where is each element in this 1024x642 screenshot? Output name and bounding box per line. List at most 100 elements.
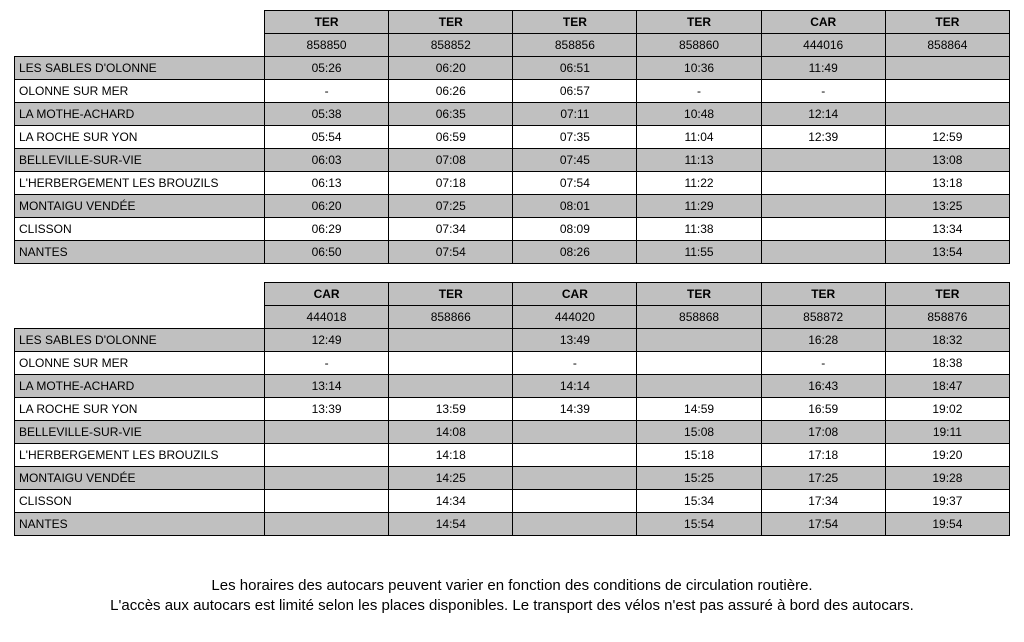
time-cell — [761, 195, 885, 218]
table-row: BELLEVILLE-SUR-VIE06:0307:0807:4511:1313… — [15, 149, 1010, 172]
time-cell — [513, 421, 637, 444]
station-name: CLISSON — [15, 218, 265, 241]
time-cell: 05:26 — [265, 57, 389, 80]
station-name: NANTES — [15, 513, 265, 536]
time-cell: 19:11 — [885, 421, 1009, 444]
time-cell: - — [761, 352, 885, 375]
time-cell — [389, 329, 513, 352]
time-cell: 17:34 — [761, 490, 885, 513]
time-cell: 14:18 — [389, 444, 513, 467]
train-number: 444018 — [265, 306, 389, 329]
station-name: CLISSON — [15, 490, 265, 513]
time-cell: 19:54 — [885, 513, 1009, 536]
station-name: LA ROCHE SUR YON — [15, 126, 265, 149]
time-cell — [637, 329, 761, 352]
time-cell — [265, 421, 389, 444]
time-cell — [265, 513, 389, 536]
time-cell — [265, 467, 389, 490]
table-row: MONTAIGU VENDÉE06:2007:2508:0111:2913:25 — [15, 195, 1010, 218]
time-cell: 12:59 — [885, 126, 1009, 149]
time-cell: 06:26 — [389, 80, 513, 103]
train-type: TER — [637, 11, 761, 34]
table-row: NANTES06:5007:5408:2611:5513:54 — [15, 241, 1010, 264]
time-cell: 07:11 — [513, 103, 637, 126]
time-cell: 05:38 — [265, 103, 389, 126]
table-row: OLONNE SUR MER---18:38 — [15, 352, 1010, 375]
table-row: L'HERBERGEMENT LES BROUZILS14:1815:1817:… — [15, 444, 1010, 467]
time-cell — [637, 352, 761, 375]
station-name: LES SABLES D'OLONNE — [15, 57, 265, 80]
time-cell: 13:08 — [885, 149, 1009, 172]
timetable-1: CARTERCARTERTERTER4440188588664440208588… — [14, 282, 1010, 536]
footnote: Les horaires des autocars peuvent varier… — [14, 576, 1010, 617]
time-cell: 07:45 — [513, 149, 637, 172]
timetable-0: TERTERTERTERCARTER8588508588528588568588… — [14, 10, 1010, 264]
time-cell: 16:43 — [761, 375, 885, 398]
time-cell: 13:25 — [885, 195, 1009, 218]
train-type: CAR — [761, 11, 885, 34]
footnote-line2: L'accès aux autocars est limité selon le… — [110, 597, 914, 614]
station-name: LA MOTHE-ACHARD — [15, 103, 265, 126]
train-type: CAR — [265, 283, 389, 306]
time-cell: 10:48 — [637, 103, 761, 126]
time-cell: 16:59 — [761, 398, 885, 421]
time-cell: 15:34 — [637, 490, 761, 513]
train-number: 858860 — [637, 34, 761, 57]
train-type: TER — [513, 11, 637, 34]
train-type: TER — [389, 283, 513, 306]
footnote-line1: Les horaires des autocars peuvent varier… — [211, 577, 812, 594]
time-cell — [885, 57, 1009, 80]
table-row: MONTAIGU VENDÉE14:2515:2517:2519:28 — [15, 467, 1010, 490]
train-type: CAR — [513, 283, 637, 306]
time-cell: - — [761, 80, 885, 103]
time-cell: 11:38 — [637, 218, 761, 241]
header-blank — [15, 34, 265, 57]
time-cell: 11:29 — [637, 195, 761, 218]
time-cell: 11:49 — [761, 57, 885, 80]
train-number: 858852 — [389, 34, 513, 57]
time-cell: 06:57 — [513, 80, 637, 103]
time-cell — [761, 149, 885, 172]
table-row: LES SABLES D'OLONNE05:2606:2006:5110:361… — [15, 57, 1010, 80]
time-cell: 18:47 — [885, 375, 1009, 398]
time-cell: 15:54 — [637, 513, 761, 536]
time-cell — [513, 513, 637, 536]
time-cell: 14:39 — [513, 398, 637, 421]
time-cell: 15:18 — [637, 444, 761, 467]
time-cell: 14:25 — [389, 467, 513, 490]
train-number: 858850 — [265, 34, 389, 57]
train-type: TER — [389, 11, 513, 34]
time-cell: 13:59 — [389, 398, 513, 421]
time-cell: 12:14 — [761, 103, 885, 126]
time-cell — [513, 490, 637, 513]
time-cell — [265, 444, 389, 467]
time-cell: 17:25 — [761, 467, 885, 490]
time-cell: 17:08 — [761, 421, 885, 444]
time-cell: 14:59 — [637, 398, 761, 421]
station-name: OLONNE SUR MER — [15, 352, 265, 375]
time-cell: 15:08 — [637, 421, 761, 444]
train-type: TER — [761, 283, 885, 306]
station-name: LA MOTHE-ACHARD — [15, 375, 265, 398]
time-cell: 07:35 — [513, 126, 637, 149]
time-cell: 07:54 — [513, 172, 637, 195]
station-name: L'HERBERGEMENT LES BROUZILS — [15, 172, 265, 195]
time-cell: 12:39 — [761, 126, 885, 149]
time-cell: 13:39 — [265, 398, 389, 421]
table-row: NANTES14:5415:5417:5419:54 — [15, 513, 1010, 536]
time-cell: 06:35 — [389, 103, 513, 126]
station-name: BELLEVILLE-SUR-VIE — [15, 149, 265, 172]
time-cell: 07:18 — [389, 172, 513, 195]
station-name: OLONNE SUR MER — [15, 80, 265, 103]
time-cell: 14:34 — [389, 490, 513, 513]
time-cell: 17:18 — [761, 444, 885, 467]
header-blank — [15, 283, 265, 306]
train-number: 858872 — [761, 306, 885, 329]
time-cell: 08:01 — [513, 195, 637, 218]
station-name: LES SABLES D'OLONNE — [15, 329, 265, 352]
train-type: TER — [265, 11, 389, 34]
time-cell — [885, 103, 1009, 126]
table-row: LES SABLES D'OLONNE12:4913:4916:2818:32 — [15, 329, 1010, 352]
time-cell: 11:22 — [637, 172, 761, 195]
time-cell: 12:49 — [265, 329, 389, 352]
